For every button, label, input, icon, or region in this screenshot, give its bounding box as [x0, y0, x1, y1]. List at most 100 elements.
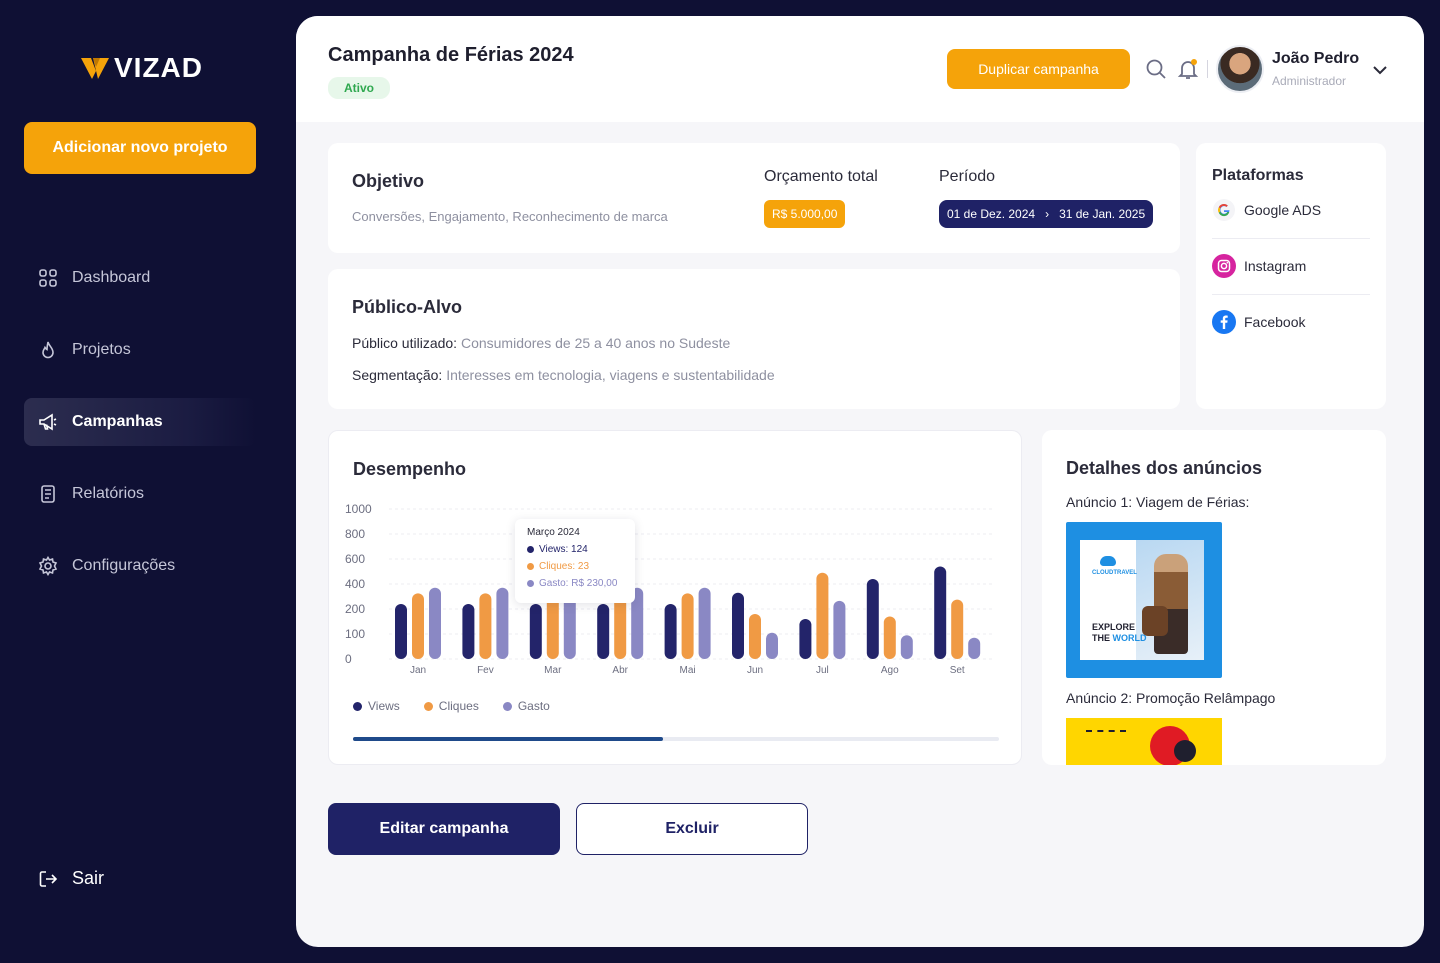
bar-views — [664, 604, 677, 659]
bar-views — [529, 604, 542, 659]
sidebar-item-label: Projetos — [72, 341, 131, 358]
header-divider — [1207, 60, 1208, 78]
page-title: Campanha de Férias 2024 — [328, 44, 574, 66]
logout-button[interactable]: Sair — [38, 868, 104, 889]
audience-card: Público-Alvo Público utilizado: Consumid… — [328, 269, 1180, 409]
bar-gasto — [698, 587, 711, 659]
flame-icon — [42, 341, 54, 359]
ad2-image[interactable] — [1066, 718, 1222, 765]
logo[interactable]: VIZAD — [80, 52, 203, 84]
chart-scrollbar[interactable] — [353, 737, 999, 741]
legend-label: Cliques — [438, 699, 479, 713]
main-panel: Campanha de Férias 2024 Ativo Duplicar c… — [296, 16, 1424, 947]
legend-label: Views — [368, 699, 400, 713]
sidebar-item-label: Campanhas — [72, 413, 163, 430]
period-value: 01 de Dez. 2024 › 31 de Jan. 2025 — [939, 200, 1154, 228]
bar-gasto — [833, 600, 846, 659]
logout-label: Sair — [72, 868, 105, 888]
y-tick-label: 800 — [345, 527, 365, 541]
bar-cliques — [883, 616, 896, 659]
y-tick-label: 1000 — [345, 502, 372, 516]
bar-cliques — [816, 572, 829, 659]
logout-icon — [39, 870, 58, 887]
legend-spend: Gasto — [502, 699, 550, 713]
bar-cliques — [951, 599, 964, 659]
bell-icon[interactable] — [1177, 58, 1199, 80]
budget-label: Orçamento total — [764, 168, 878, 185]
document-icon — [41, 485, 55, 503]
facebook-icon — [1212, 310, 1236, 334]
bar-views — [462, 604, 475, 659]
avatar[interactable] — [1216, 45, 1264, 93]
platform-label: Facebook — [1244, 314, 1306, 330]
sidebar-item-dashboard[interactable]: Dashboard — [24, 254, 256, 302]
platforms-card: Plataformas Google ADS Instagram — [1196, 143, 1386, 409]
platform-label: Instagram — [1244, 258, 1307, 274]
edit-campaign-button[interactable]: Editar campanha — [328, 803, 560, 855]
ad1-headline: EXPLORE THE WORLD — [1092, 622, 1147, 644]
audience-segment-value: Interesses em tecnologia, viagens e sust… — [446, 367, 775, 383]
bar-views — [395, 604, 407, 659]
bar-cliques — [546, 593, 559, 659]
bar-gasto — [429, 587, 441, 659]
sidebar-item-configuracoes[interactable]: Configurações — [24, 542, 256, 590]
objective-description: Conversões, Engajamento, Reconhecimento … — [352, 209, 668, 224]
platform-label: Google ADS — [1244, 202, 1322, 218]
ad1-brand: CLOUDTRAVEL — [1092, 570, 1137, 576]
status-badge: Ativo — [328, 77, 390, 99]
user-role: Administrador — [1272, 74, 1347, 88]
megaphone-icon — [39, 413, 57, 431]
chevron-down-icon[interactable] — [1370, 60, 1390, 80]
x-tick-label: Jun — [747, 665, 763, 676]
sidebar-item-label: Configurações — [72, 557, 176, 574]
tooltip-spend-text: Gasto: R$ 230,00 — [539, 578, 618, 589]
sidebar-item-label: Relatórios — [72, 485, 145, 502]
period-end: 31 de Jan. 2025 — [1059, 207, 1146, 221]
chart-scrollbar-thumb[interactable] — [353, 737, 664, 741]
delete-campaign-button[interactable]: Excluir — [576, 803, 808, 855]
sidebar-item-projetos[interactable]: Projetos — [24, 326, 256, 374]
y-tick-label: 400 — [345, 577, 365, 591]
sidebar-item-label: Dashboard — [72, 269, 151, 286]
x-tick-label: Mar — [544, 665, 562, 676]
bar-cliques — [681, 593, 694, 659]
y-tick-label: 600 — [345, 552, 365, 566]
header: Campanha de Férias 2024 Ativo Duplicar c… — [296, 16, 1424, 122]
y-tick-label: 0 — [345, 652, 352, 666]
user-name: João Pedro — [1272, 50, 1360, 67]
sidebar-item-campanhas[interactable]: Campanhas — [24, 398, 256, 446]
bar-views — [866, 579, 879, 659]
chart-legend: Views Cliques Gasto — [353, 699, 550, 713]
bar-cliques — [479, 593, 492, 659]
bar-cliques — [749, 614, 761, 659]
sidebar-nav: Dashboard Projetos Campanhas Relatórios — [24, 254, 256, 614]
bar-cliques — [412, 593, 424, 659]
divider — [1212, 238, 1370, 239]
budget-value: R$ 5.000,00 — [764, 200, 846, 228]
audience-segment-label: Segmentação: — [352, 367, 443, 383]
logo-text: VIZAD — [114, 52, 203, 83]
platform-facebook[interactable]: Facebook — [1212, 310, 1370, 334]
add-project-button[interactable]: Adicionar novo projeto — [24, 122, 256, 174]
arrow-right-icon: › — [1045, 207, 1050, 221]
search-icon[interactable] — [1145, 58, 1167, 80]
period-label: Período — [939, 168, 996, 185]
bag-figure — [1142, 606, 1168, 636]
platform-google[interactable]: Google ADS — [1212, 198, 1370, 222]
vizad-logo-icon — [81, 58, 109, 79]
legend-views: Views — [353, 699, 400, 713]
ad2-shape — [1174, 740, 1196, 762]
performance-card: Desempenho 1000 800 600 400 200 100 0 Jan Fev Mar… — [328, 430, 1022, 765]
ad1-image[interactable]: CLOUDTRAVEL EXPLORE THE WORLD — [1066, 522, 1222, 678]
ad1-poster: CLOUDTRAVEL EXPLORE THE WORLD — [1080, 540, 1204, 660]
platform-instagram[interactable]: Instagram — [1212, 254, 1370, 278]
duplicate-campaign-button[interactable]: Duplicar campanha — [947, 49, 1130, 89]
bar-gasto — [766, 632, 778, 659]
audience-used: Público utilizado: Consumidores de 25 a … — [352, 335, 730, 351]
legend-label: Gasto — [517, 699, 550, 713]
x-tick-label: Ago — [881, 665, 899, 676]
divider — [1212, 294, 1370, 295]
sidebar-item-relatorios[interactable]: Relatórios — [24, 470, 256, 518]
chart-tooltip: Março 2024 Views: 124 Cliques: 23 Gasto:… — [515, 519, 635, 603]
